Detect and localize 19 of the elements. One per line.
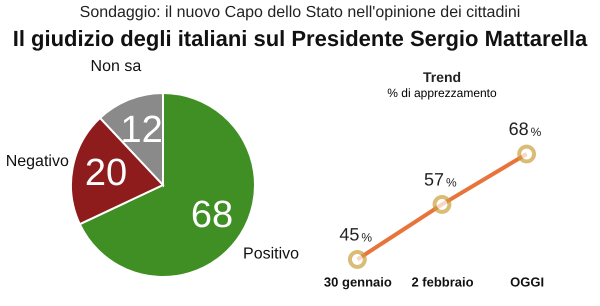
data-label: 12 <box>120 109 163 152</box>
chart-subtitle: Sondaggio: il nuovo Capo dello Stato nell'opinione dei cittadini <box>78 4 522 22</box>
text: % <box>446 175 457 190</box>
data-label: 57 <box>424 169 444 190</box>
x-tick-label: OGGI <box>510 274 544 290</box>
data-label: 68 <box>508 119 529 139</box>
chart-title: Trend <box>422 69 462 85</box>
data-label: 45 <box>339 224 360 244</box>
chart-subtitle: % di apprezzamento <box>387 86 498 100</box>
slice-label: Non sa <box>90 58 142 75</box>
chart-title: Il giudizio degli italiani sul Presidente Sergio Mattarella <box>12 26 588 52</box>
slice-label: Negativo <box>6 153 69 170</box>
x-tick-label: 30 gennaio <box>324 274 392 290</box>
text: % <box>530 125 542 139</box>
slice-label: Positivo <box>243 246 300 263</box>
y-axis-title: % <box>361 230 372 244</box>
x-tick-label: 2 febbraio <box>411 274 474 290</box>
data-label: 68 <box>190 194 234 236</box>
data-label: 20 <box>84 152 128 194</box>
